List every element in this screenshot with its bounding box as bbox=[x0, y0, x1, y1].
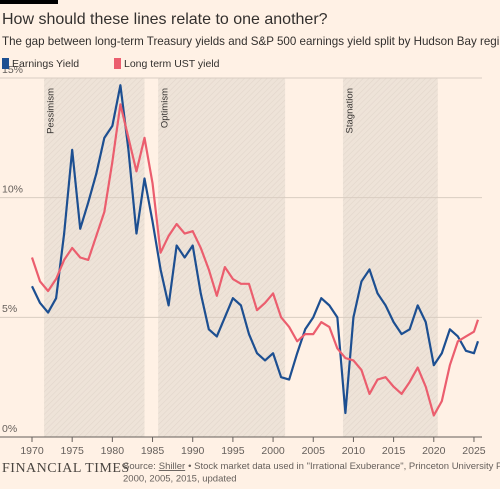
y-tick-label: 10% bbox=[2, 183, 23, 195]
regime-label: Optimism bbox=[160, 88, 171, 128]
x-tick-label: 1980 bbox=[101, 445, 125, 457]
source-label: Source: bbox=[123, 461, 156, 472]
x-tick-label: 2005 bbox=[302, 445, 326, 457]
regime-label: Stagnation bbox=[344, 88, 355, 133]
source-link[interactable]: Shiller bbox=[159, 461, 185, 472]
y-tick-label: 5% bbox=[2, 303, 17, 315]
source: Source: Shiller • Stock market data used i… bbox=[123, 461, 500, 472]
x-tick-label: 1995 bbox=[221, 445, 245, 457]
x-tick-label: 2015 bbox=[382, 445, 406, 457]
y-tick-label: 0% bbox=[2, 423, 17, 435]
series-line bbox=[30, 103, 480, 417]
legend-label: Earnings Yield bbox=[12, 58, 79, 70]
top-bar bbox=[0, 0, 58, 4]
series-line bbox=[31, 84, 480, 415]
legend-swatch bbox=[2, 58, 9, 69]
source-text: 2000, 2005, 2015, updated bbox=[123, 474, 237, 485]
regime-region bbox=[158, 78, 286, 437]
x-tick-label: 2025 bbox=[462, 445, 486, 457]
regime-region bbox=[44, 78, 145, 437]
x-tick-label: 1990 bbox=[181, 445, 205, 457]
regime-label: Pessimism bbox=[46, 88, 57, 134]
source-text: • Stock market data used in "Irrational … bbox=[188, 461, 500, 472]
x-tick-label: 1970 bbox=[20, 445, 44, 457]
legend-label: Long term UST yield bbox=[124, 58, 220, 70]
x-tick-label: 2020 bbox=[422, 445, 446, 457]
x-tick-label: 1985 bbox=[141, 445, 165, 457]
legend-swatch bbox=[114, 58, 121, 69]
brand: FINANCIAL TIMES bbox=[2, 461, 130, 476]
x-tick-label: 1975 bbox=[60, 445, 84, 457]
x-tick-label: 2000 bbox=[261, 445, 285, 457]
x-tick-label: 2010 bbox=[342, 445, 366, 457]
chart-subtitle: The gap between long-term Treasury yield… bbox=[2, 35, 500, 48]
chart-title: How should these lines relate to one ano… bbox=[2, 11, 328, 28]
